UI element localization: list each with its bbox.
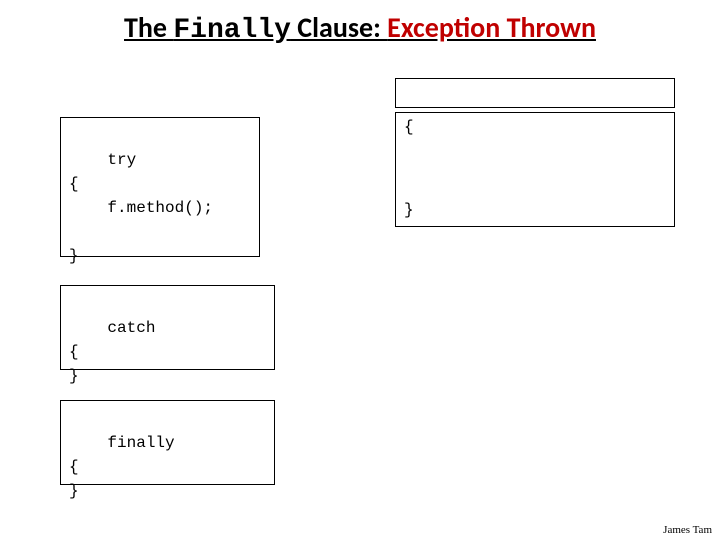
finally-code: finally { } (69, 434, 175, 500)
method-body-box: { } (395, 112, 675, 227)
title-mid: Clause: (291, 10, 387, 45)
title-highlight: Exception Thrown (387, 10, 596, 45)
try-block-box: try { f.method(); } (60, 117, 260, 257)
method-open-brace: { (404, 115, 414, 139)
method-header-box: f.method () (395, 78, 675, 108)
title-prefix: The (124, 10, 173, 45)
catch-code: catch { } (69, 319, 155, 385)
method-close-brace: } (404, 198, 414, 222)
footer-author: James Tam (663, 524, 712, 536)
title-code: Finally (173, 15, 291, 46)
catch-block-box: catch { } (60, 285, 275, 370)
finally-block-box: finally { } (60, 400, 275, 485)
slide-title: The Finally Clause: Exception Thrown (0, 10, 720, 46)
slide: The Finally Clause: Exception Thrown try… (0, 0, 720, 540)
try-code: try { f.method(); } (69, 151, 213, 265)
